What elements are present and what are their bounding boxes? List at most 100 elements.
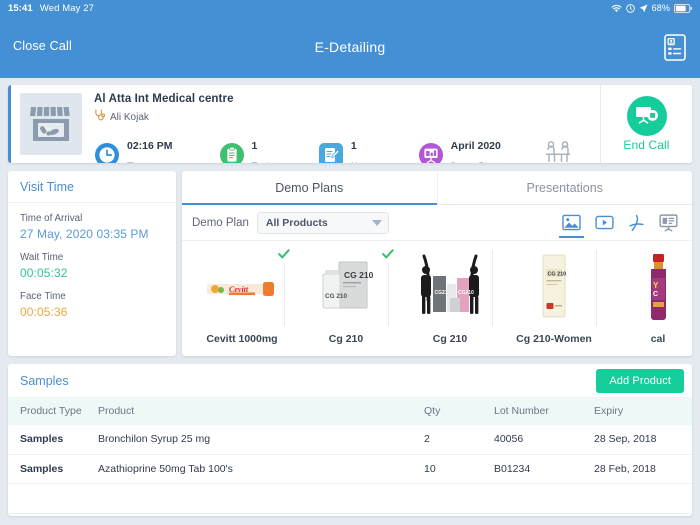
column-header-product-type: Product Type (8, 397, 86, 425)
battery-percent: 68% (651, 3, 670, 13)
stethoscope-icon (94, 108, 106, 126)
pharmacy-store-icon (20, 93, 82, 155)
presentation-filter-icon[interactable] (659, 213, 678, 232)
end-presentation-icon (626, 96, 667, 136)
visit-header-body: Al Atta Int Medical centre Ali Kojak (82, 85, 600, 163)
product-card[interactable]: Y C cal (606, 250, 692, 345)
time-of-arrival-value: 27 May, 2020 03:35 PM (20, 227, 149, 241)
table-row[interactable]: Samples Bronchilon Syrup 25 mg 2 40056 2… (8, 425, 692, 455)
page-title: E-Detailing (314, 39, 386, 55)
time-of-arrival-label: Time of Arrival (20, 213, 83, 224)
samples-panel: Samples Add Product Product Type Product… (8, 364, 692, 516)
demo-plan-selected-value: All Products (265, 216, 328, 229)
product-selected-check-icon (379, 245, 397, 263)
image-filter-icon[interactable] (559, 214, 584, 238)
clipboard-icon (219, 142, 245, 163)
face-time-value: 00:05:36 (20, 305, 68, 319)
demo-plans-panel: Demo Plans Presentations Demo Plan All P… (182, 171, 692, 356)
cg210-people-image: CG210 CG210 (407, 250, 493, 326)
visit-time-panel: Visit Time Time of Arrival 27 May, 2020 … (8, 171, 176, 356)
tab-demo-plans[interactable]: Demo Plans (182, 171, 437, 205)
pdf-filter-icon[interactable] (628, 214, 645, 232)
location-arrow-icon (639, 4, 648, 13)
product-name: cal (650, 333, 666, 345)
id-card-icon[interactable] (664, 34, 686, 66)
cell-product-type: Samples (8, 425, 86, 455)
navigation-bar: Close Call E-Detailing (0, 16, 700, 78)
product-name: Cg 210 (328, 333, 364, 345)
doctor-name: Ali Kojak (110, 111, 149, 123)
battery-icon (674, 3, 692, 13)
product-card[interactable]: CG210 CG210 Cg 210 (398, 250, 502, 345)
panel-tabs: Demo Plans Presentations (182, 171, 692, 205)
cell-qty: 10 (412, 454, 482, 484)
table-row[interactable]: Samples Azathioprine 50mg Tab 100's 10 B… (8, 454, 692, 484)
metric-tasks-label: Tasks (252, 161, 276, 163)
end-call-button[interactable]: End Call (600, 85, 692, 163)
clock-icon (94, 142, 120, 163)
wifi-icon (611, 4, 622, 13)
product-name: Cevitt 1000mg (206, 333, 278, 345)
metric-time[interactable]: 02:16 PM Time (94, 135, 173, 163)
presentation-icon (418, 142, 444, 163)
cell-expiry: 28 Sep, 2018 (582, 425, 692, 455)
clinic-name: Al Atta Int Medical centre (94, 93, 234, 105)
cell-product-type: Samples (8, 454, 86, 484)
chevron-down-icon (371, 219, 382, 226)
close-call-button[interactable]: Close Call (13, 39, 72, 53)
wait-time-label: Wait Time (20, 252, 64, 263)
product-name: Cg 210-Women (516, 333, 592, 345)
metric-tasks[interactable]: 1 Tasks (219, 135, 276, 163)
visit-header-card: Al Atta Int Medical centre Ali Kojak (8, 85, 692, 163)
rotation-lock-icon (625, 3, 635, 13)
product-card[interactable]: CG 210 CG 210 Cg 210 (294, 245, 398, 345)
samples-header: Samples Add Product (8, 364, 692, 397)
tab-demo-plans-label: Demo Plans (275, 180, 344, 195)
demo-plan-select[interactable]: All Products (256, 211, 389, 234)
product-selected-check-icon (275, 245, 293, 263)
metric-notes-value: 1 (350, 140, 357, 152)
svg-text:Y: Y (653, 281, 659, 290)
cell-expiry: 28 Feb, 2018 (582, 454, 692, 484)
meeting-table-icon[interactable] (543, 139, 573, 164)
metric-time-label: Time (127, 161, 148, 163)
column-header-expiry: Expiry (582, 397, 692, 425)
visit-metrics: 02:16 PM Time (94, 135, 600, 163)
samples-title: Samples (20, 373, 69, 388)
cg210-women-bottle-image: CG 210 (511, 250, 597, 326)
visit-time-title: Visit Time (8, 171, 176, 203)
table-row-empty (8, 483, 692, 514)
svg-text:Cevitt: Cevitt (229, 285, 249, 294)
metric-notes[interactable]: 1 Notes (318, 135, 376, 163)
metric-demo-plan[interactable]: April 2020 Demo Plan (418, 135, 501, 163)
video-filter-icon[interactable] (595, 215, 614, 230)
svg-text:CG 210: CG 210 (344, 270, 374, 280)
tab-presentations-label: Presentations (526, 180, 603, 195)
svg-text:C: C (653, 291, 658, 298)
media-filter-group (559, 213, 682, 238)
metric-notes-label: Notes (351, 161, 376, 163)
cevitt-tube-image: Cevitt (199, 245, 293, 326)
metric-tasks-value: 1 (251, 140, 258, 152)
demo-plan-filter-row: Demo Plan All Products (182, 205, 692, 241)
table-header-row: Product Type Product Qty Lot Number Expi… (8, 397, 692, 425)
product-card[interactable]: Cevitt Cevitt 1000mg (190, 245, 294, 345)
add-product-button[interactable]: Add Product (596, 368, 684, 393)
product-card[interactable]: CG 210 Cg 210-Women (502, 250, 606, 345)
svg-text:CG210: CG210 (458, 290, 474, 296)
tab-presentations[interactable]: Presentations (436, 171, 693, 204)
cell-product: Azathioprine 50mg Tab 100's (86, 454, 412, 484)
cell-lot-number: B01234 (482, 454, 582, 484)
status-time: 15:41 (8, 2, 33, 14)
wait-time-value: 00:05:32 (20, 266, 68, 280)
column-header-product: Product (86, 397, 412, 425)
end-call-label: End Call (623, 138, 670, 152)
svg-text:CG210: CG210 (434, 290, 450, 296)
demo-plan-label: Demo Plan (192, 216, 249, 229)
metric-demo-plan-value: April 2020 (450, 140, 501, 152)
cg210-box-image: CG 210 CG 210 (303, 245, 397, 326)
cell-product: Bronchilon Syrup 25 mg (86, 425, 412, 455)
face-time-label: Face Time (20, 291, 66, 302)
cell-lot-number: 40056 (482, 425, 582, 455)
